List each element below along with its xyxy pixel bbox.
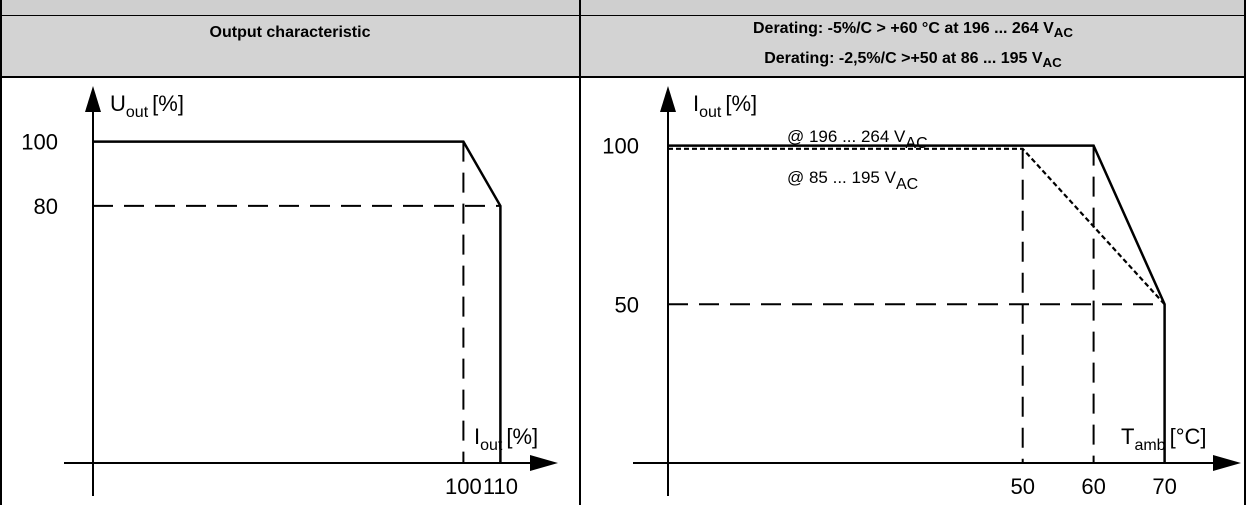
x-tick-label: 60 xyxy=(1081,474,1105,499)
series-line-2 xyxy=(668,147,1166,306)
series-label-high-voltage: @ 196 ... 264 VAC xyxy=(787,127,928,152)
right-header-line-2-sub: AC xyxy=(1042,55,1062,71)
x-tick-label: 110 xyxy=(483,474,518,499)
y-tick-label: 100 xyxy=(602,134,639,159)
left-header-title: Output characteristic xyxy=(209,24,371,41)
header-bottom-border xyxy=(0,76,1246,78)
series-line-1 xyxy=(93,140,502,463)
series-line-1 xyxy=(668,144,1166,463)
right-header-line-2-text: Derating: -2,5%/C >+50 at 86 ... 195 V xyxy=(764,50,1043,67)
y-axis-label: Iout [%] xyxy=(693,91,757,121)
x-tick-label: 100 xyxy=(445,474,482,499)
column-divider xyxy=(579,0,581,505)
table-top-bar xyxy=(0,0,1246,16)
left-column-header: Output characteristic xyxy=(0,16,580,76)
x-tick-label: 50 xyxy=(1010,474,1034,499)
y-tick-label: 100 xyxy=(21,130,58,155)
right-header-line-1-sub: AC xyxy=(1053,25,1073,40)
derating-chart: Iout [%] Tamb [°C] @ 196 ... 264 VAC @ 85 … xyxy=(602,86,1241,499)
right-column-header: Derating: -5%/C > +60 °C at 196 ... 264 … xyxy=(580,16,1246,76)
right-header-line-2: Derating: -2,5%/C >+50 at 86 ... 195 VAC xyxy=(580,46,1246,76)
x-axis-label: Iout [%] xyxy=(474,424,538,454)
table-left-border xyxy=(0,0,2,505)
y-axis-label: Uout [%] xyxy=(110,91,184,121)
y-tick-label: 50 xyxy=(615,292,639,317)
y-axis-arrow-icon xyxy=(660,86,676,112)
series-label-low-voltage: @ 85 ... 195 VAC xyxy=(787,168,918,193)
right-header-line-1-text: Derating: -5%/C > +60 °C at 196 ... 264 … xyxy=(752,19,1054,37)
y-tick-label: 80 xyxy=(34,194,58,219)
x-axis-label: Tamb [°C] xyxy=(1121,424,1207,454)
right-header-line-1: Derating: -5%/C > +60 °C at 196 ... 264 … xyxy=(580,16,1246,46)
table-right-border xyxy=(1244,0,1246,505)
x-axis-arrow-icon xyxy=(530,455,558,471)
y-axis-arrow-icon xyxy=(85,86,101,112)
header-top-border xyxy=(0,15,1246,16)
x-tick-label: 70 xyxy=(1152,474,1176,499)
x-axis-arrow-icon xyxy=(1213,455,1241,471)
